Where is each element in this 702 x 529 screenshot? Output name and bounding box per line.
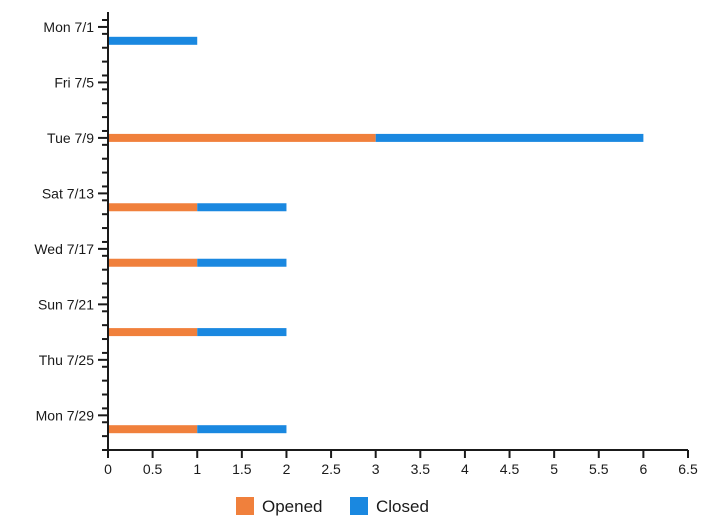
y-tick-label: Thu 7/25	[39, 352, 94, 368]
x-tick-label: 0	[104, 461, 112, 477]
y-tick-label: Fri 7/5	[54, 74, 94, 90]
y-tick-label: Mon 7/29	[36, 407, 95, 423]
x-tick-label: 2.5	[321, 461, 341, 477]
x-axis: 0 0.5 1 1.5 2 2.5 3 3.5 4 4.5 5 5.5 6 6.5	[104, 449, 698, 477]
y-tick-label: Sun 7/21	[38, 296, 94, 312]
bar-opened-14	[108, 203, 198, 212]
legend-swatch-opened	[236, 497, 254, 515]
y-axis: Mon 7/1 Fri 7/5 Tue 7/9 Sat 7/13 Wed 7/17 Sun…	[34, 12, 109, 451]
x-tick-label: 6	[639, 461, 647, 477]
x-tick-label: 2	[283, 461, 291, 477]
x-tick-label: 4	[461, 461, 469, 477]
y-tick-label: Sat 7/13	[42, 185, 94, 201]
legend-swatch-closed	[350, 497, 368, 515]
bar-opened-9	[108, 133, 376, 142]
bar-closed-9	[375, 133, 644, 142]
bar-opened-23	[108, 328, 198, 337]
x-tick-label: 0.5	[143, 461, 163, 477]
legend-label-closed: Closed	[376, 497, 429, 516]
x-tick-label: 5.5	[589, 461, 609, 477]
x-tick-label: 1	[193, 461, 201, 477]
bar-opened-18	[108, 258, 198, 267]
x-tick-label: 3	[372, 461, 380, 477]
bar-closed-14	[197, 203, 287, 212]
x-tick-label: 3.5	[411, 461, 431, 477]
y-tick-label: Tue 7/9	[47, 130, 94, 146]
bar-closed-23	[197, 328, 287, 337]
bar-closed-30	[197, 425, 287, 434]
x-tick-label: 4.5	[500, 461, 520, 477]
y-tick-label: Mon 7/1	[43, 19, 94, 35]
y-tick-label: Wed 7/17	[34, 241, 94, 257]
bar-closed-18	[197, 258, 287, 267]
x-tick-label: 6.5	[678, 461, 698, 477]
bars-group	[108, 36, 644, 434]
x-tick-label: 1.5	[232, 461, 252, 477]
bar-closed-2	[108, 36, 198, 45]
bar-opened-30	[108, 425, 198, 434]
legend: Opened Closed	[236, 497, 429, 516]
x-tick-label: 5	[550, 461, 558, 477]
legend-label-opened: Opened	[262, 497, 323, 516]
